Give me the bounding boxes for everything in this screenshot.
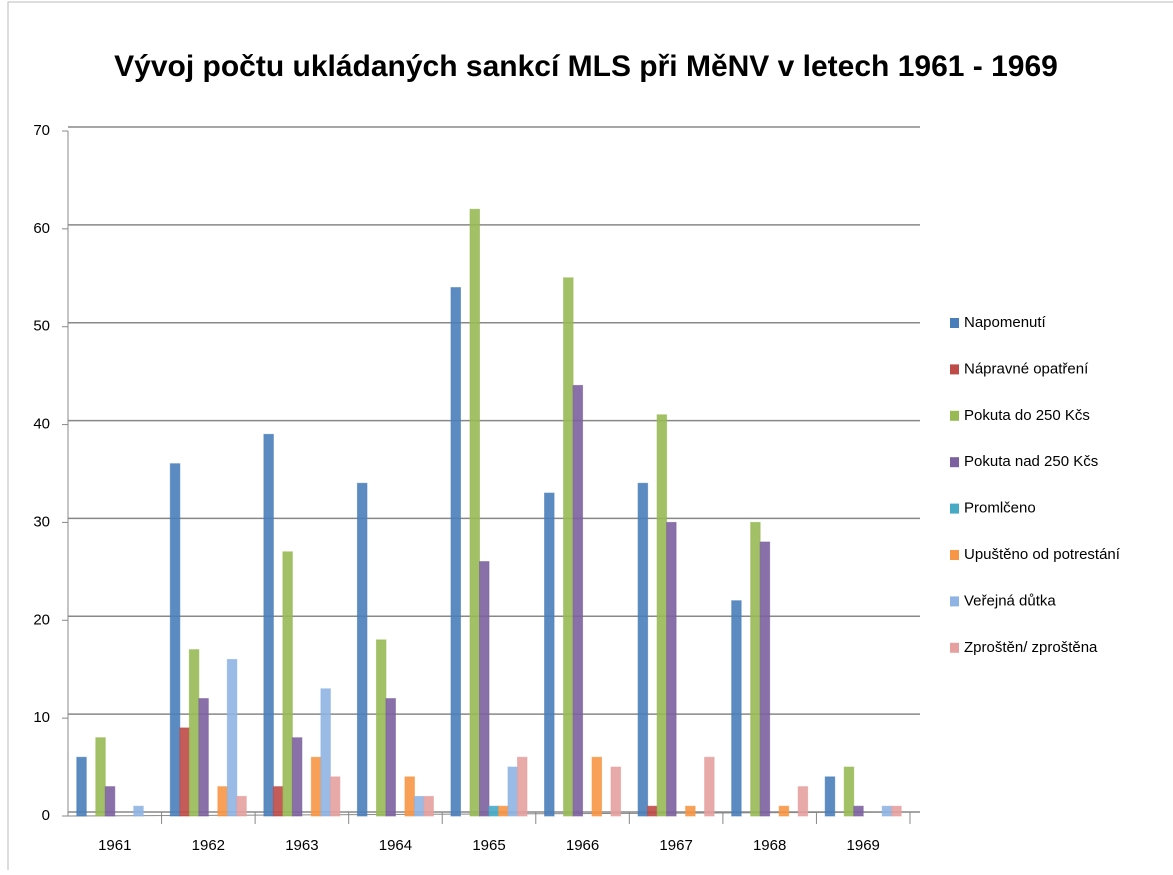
bar <box>685 805 696 817</box>
bar <box>385 698 396 817</box>
legend-swatch <box>950 642 959 653</box>
bar <box>375 639 387 817</box>
bar <box>413 795 425 817</box>
legend-swatch <box>950 550 959 560</box>
bar <box>853 805 864 817</box>
y-tick-label: 10 <box>33 709 50 726</box>
bar <box>198 698 209 817</box>
legend-label: Pokuta nad 250 Kčs <box>964 453 1098 470</box>
bar <box>797 786 809 817</box>
bar <box>704 756 715 817</box>
bar <box>404 776 415 817</box>
x-tick-label: 1968 <box>753 837 786 854</box>
bar <box>169 463 181 817</box>
bar <box>450 287 461 817</box>
y-tick-label: 50 <box>33 318 50 335</box>
legend-swatch <box>950 457 959 468</box>
bar <box>226 658 238 817</box>
bar <box>666 521 677 817</box>
bar <box>647 805 658 817</box>
legend-label: Napomenutí <box>964 314 1047 331</box>
bar <box>824 776 836 817</box>
legend-label: Veřejná důtka <box>964 592 1056 609</box>
legend-label: Zproštěn/ zproštěna <box>964 639 1098 656</box>
bar <box>563 277 574 817</box>
bar <box>217 786 228 817</box>
bar <box>179 727 190 817</box>
bar <box>320 688 331 817</box>
y-tick-label: 30 <box>33 513 50 530</box>
bar <box>188 649 200 817</box>
bar <box>656 414 668 817</box>
y-tick-label: 70 <box>33 122 50 139</box>
bar <box>263 433 274 817</box>
bar <box>572 384 584 817</box>
legend-swatch <box>950 596 959 607</box>
bar <box>291 737 303 817</box>
legend-swatch <box>950 410 959 421</box>
bar <box>544 492 555 817</box>
chart-title: Vývoj počtu ukládaných sankcí MLS při Mě… <box>114 50 1058 83</box>
bar <box>469 208 480 817</box>
bar <box>591 756 603 817</box>
bar <box>488 805 499 817</box>
bar <box>356 482 368 817</box>
bar <box>843 766 855 817</box>
bar <box>517 756 528 817</box>
legend-label: Pokuta do 250 Kčs <box>964 407 1090 424</box>
bar <box>104 786 116 817</box>
bar <box>891 805 902 817</box>
bar <box>759 541 771 817</box>
legend-label: Upuštěno od potrestání <box>964 546 1121 563</box>
x-tick-label: 1966 <box>566 837 599 854</box>
x-tick-label: 1967 <box>659 837 692 854</box>
x-tick-label: 1963 <box>285 837 318 854</box>
legend-swatch <box>950 503 959 514</box>
x-tick-label: 1964 <box>379 837 412 854</box>
bar <box>731 600 742 817</box>
legend-swatch <box>950 364 959 375</box>
bar <box>133 805 144 817</box>
x-tick-label: 1965 <box>472 837 505 854</box>
y-tick-label: 20 <box>33 611 50 628</box>
bar <box>272 786 284 817</box>
bar <box>610 766 622 817</box>
bar <box>329 776 341 817</box>
x-tick-label: 1969 <box>847 837 880 854</box>
bar <box>479 561 490 817</box>
y-tick-label: 60 <box>33 220 50 237</box>
bar <box>310 756 322 817</box>
legend-swatch <box>950 318 959 328</box>
legend-label: Nápravné opatření <box>964 360 1089 377</box>
bar <box>95 737 106 817</box>
bar <box>881 805 893 817</box>
bar <box>76 756 87 817</box>
x-tick-label: 1961 <box>98 837 131 854</box>
y-tick-label: 40 <box>33 416 50 433</box>
bar <box>507 766 518 817</box>
bar <box>637 482 649 817</box>
bar <box>778 805 790 817</box>
y-tick-label: 0 <box>42 807 50 824</box>
bar <box>236 795 247 817</box>
bar <box>423 795 434 817</box>
chart-border <box>7 1 1173 875</box>
bar <box>498 805 509 817</box>
bar <box>282 551 293 817</box>
x-tick-label: 1962 <box>192 837 225 854</box>
bar <box>750 521 761 817</box>
legend-label: Promlčeno <box>964 500 1036 517</box>
